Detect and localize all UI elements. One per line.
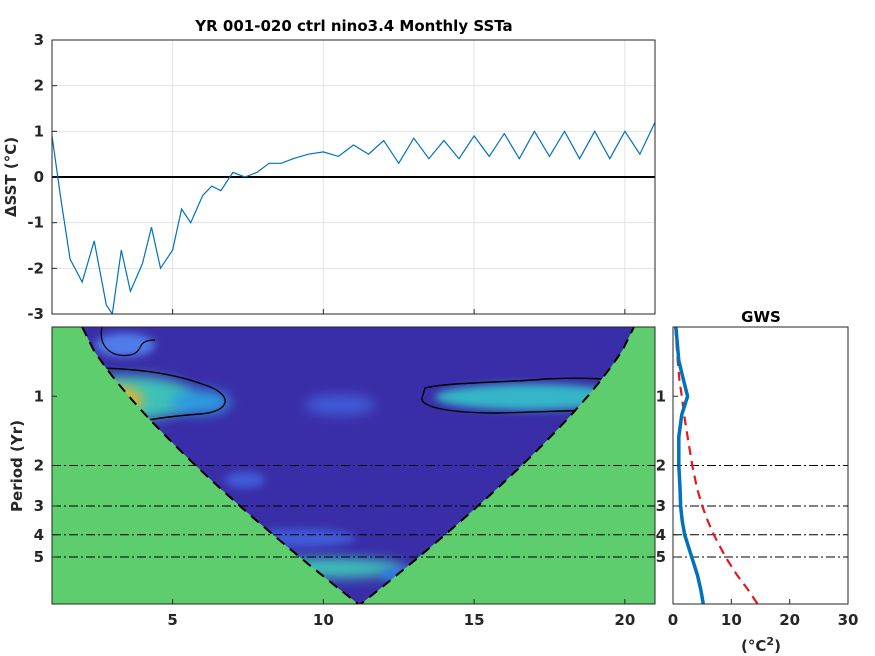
sst-anomaly-line: [52, 121, 655, 314]
gws-x-label-unit: °C: [748, 637, 767, 655]
gws-y-tick-label: 2: [656, 457, 666, 475]
wavelet-y-tick-label: 1: [34, 387, 44, 405]
gws-x-tick-label: 20: [779, 611, 800, 629]
gws-x-label-close: ): [774, 637, 781, 655]
timeseries-y-tick-label: 3: [34, 31, 44, 49]
gws-x-tick-label: 10: [721, 611, 742, 629]
wavelet-y-ticks: 1 2 3 4 5: [34, 387, 57, 566]
timeseries-y-tick-label: 0: [34, 168, 44, 186]
timeseries-y-tick-label: -3: [27, 305, 44, 323]
cone-of-influence-mask: [52, 327, 655, 604]
gws-y-tick-label: 3: [656, 497, 666, 515]
gws-title: GWS: [741, 308, 781, 326]
wavelet-y-tick-label: 5: [34, 548, 44, 566]
wavelet-x-tick-label: 10: [313, 611, 334, 629]
wavelet-y-tick-label: 4: [34, 526, 44, 544]
wavelet-period-reference-lines: [52, 465, 655, 558]
power-blob-annual-mid: [305, 395, 375, 415]
gws-x-label-exponent: 2: [766, 635, 774, 648]
significance-contour-short: [100, 327, 156, 356]
cone-of-influence-line: [81, 327, 635, 604]
gws-y-tick-label: 4: [656, 526, 666, 544]
wavelet-y-tick-label: 2: [34, 457, 44, 475]
gws-y-tick-label: 5: [656, 548, 666, 566]
gws-x-tick-label: 0: [668, 611, 678, 629]
wavelet-x-tick-label: 5: [167, 611, 177, 629]
timeseries-y-tick-label: 2: [34, 77, 44, 95]
timeseries-y-tick-label: -2: [27, 259, 44, 277]
gws-panel: 1 2 3 4 5 0 10 20 30 GWS (°C2): [656, 308, 859, 655]
gws-y-ticks: 1 2 3 4 5: [656, 387, 678, 566]
gws-x-tick-label: 30: [838, 611, 859, 629]
timeseries-y-tick-label: -1: [27, 214, 44, 232]
timeseries-y-ticks: -3 -2 -1 0 1 2 3: [27, 31, 626, 323]
wavelet-y-tick-label: 3: [34, 497, 44, 515]
wavelet-panel: 1 2 3 4 5 5 10 15 20 Period (Yr): [8, 326, 656, 629]
timeseries-y-label: ΔSST (°C): [2, 137, 20, 217]
gws-power-line: [674, 327, 706, 604]
chart-title: YR 001-020 ctrl nino3.4 Monthly SSTa: [194, 17, 512, 35]
gws-x-ticks: 0 10 20 30: [668, 599, 859, 629]
wavelet-y-label: Period (Yr): [8, 420, 26, 512]
wavelet-x-tick-label: 20: [614, 611, 635, 629]
wavelet-x-tick-label: 15: [464, 611, 485, 629]
timeseries-y-tick-label: 1: [34, 122, 44, 140]
gws-x-label: (°C2): [741, 635, 781, 655]
wavelet-x-ticks: 5 10 15 20: [167, 599, 635, 629]
power-blob-annual-late: [435, 384, 625, 410]
power-blob-biennial: [225, 472, 265, 488]
gws-y-tick-label: 1: [656, 387, 666, 405]
power-blob-annual-tail: [170, 390, 230, 414]
timeseries-panel: -3 -2 -1 0 1 2 3 YR 001-020 ctrl nino3.4 Month…: [2, 17, 656, 323]
